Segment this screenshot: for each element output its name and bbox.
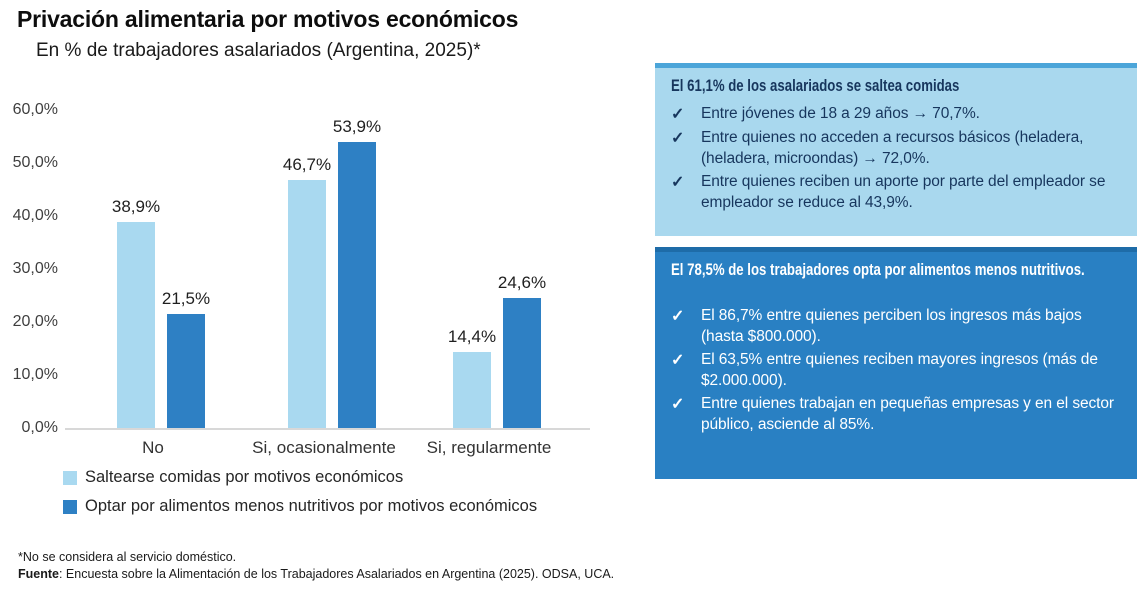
- bar-value-label: 46,7%: [282, 155, 332, 175]
- checkmark-icon: ✓: [671, 308, 685, 325]
- bar-value-label: 24,6%: [497, 272, 547, 292]
- legend-label: Optar por alimentos menos nutritivos por…: [85, 497, 538, 515]
- info-box-bullet: ✓ El 63,5% entre quienes reciben mayores …: [671, 350, 1121, 391]
- bar-series-2-si-ocasionalmente: [338, 142, 376, 428]
- info-box-bullet-text: Entre quienes reciben un aporte por part…: [701, 173, 1106, 212]
- info-box-bullet-text: Entre quienes no acceden a recursos bási…: [701, 129, 1084, 167]
- x-axis-line: [65, 428, 590, 430]
- x-axis-category-label: No: [142, 438, 164, 457]
- checkmark-icon: ✓: [671, 174, 685, 192]
- checkmark-icon: ✓: [671, 106, 685, 123]
- bar-value-label: 21,5%: [161, 289, 211, 309]
- y-axis-tick-label: 40,0%: [12, 207, 58, 224]
- footnote-source-text: : Encuesta sobre la Alimentación de los …: [58, 566, 615, 581]
- info-box-skip-meals-header: El 61,1% de los asalariados se saltea co…: [671, 77, 960, 95]
- bar-value-label: 14,4%: [447, 326, 497, 346]
- page-subtitle: En % de trabajadores asalariados (Argent…: [36, 40, 481, 61]
- legend-item: Saltearse comidas por motivos económicos: [63, 468, 537, 487]
- x-axis-category-label: Si, regularmente: [426, 438, 552, 457]
- y-axis-tick-label: 0,0%: [21, 419, 58, 436]
- y-axis-tick-label: 30,0%: [12, 260, 58, 277]
- bar-series-2-si-regularmente: [503, 297, 541, 428]
- info-box-bullet: ✓ Entre jóvenes de 18 a 29 años → 70,7%.: [671, 104, 1121, 125]
- info-box-bullet-text: El 86,7% entre quienes perciben los ingr…: [701, 307, 1082, 345]
- info-box-bullet: ✓ Entre quienes trabajan en pequeñas empr…: [671, 394, 1121, 435]
- checkmark-icon: ✓: [671, 130, 685, 148]
- info-box-bullet: ✓ Entre quienes no acceden a recursos bás…: [671, 128, 1121, 169]
- bar-value-label: 53,9%: [332, 117, 382, 137]
- legend-swatch-icon: [63, 470, 77, 485]
- bar-series-1-si-ocasionalmente: [288, 180, 326, 428]
- legend-item: Optar por alimentos menos nutritivos por…: [63, 497, 537, 516]
- bar-series-1-si-regularmente: [453, 351, 491, 428]
- footnote-note: *No se considera al servicio doméstico.: [18, 550, 237, 564]
- bar-series-1-no: [117, 221, 155, 428]
- chart-legend: Saltearse comidas por motivos económicos…: [63, 468, 537, 526]
- checkmark-icon: ✓: [671, 352, 685, 370]
- info-box-bullet: ✓ El 86,7% entre quienes perciben los ing…: [671, 306, 1121, 347]
- info-box-less-nutritious: El 78,5% de los trabajadores opta por al…: [655, 247, 1137, 479]
- y-axis-tick-label: 50,0%: [12, 154, 58, 171]
- info-box-bullet-text: Entre quienes trabajan en pequeñas empre…: [701, 395, 1114, 434]
- bar-value-label: 38,9%: [111, 196, 161, 216]
- info-box-bullet: ✓ Entre quienes reciben un aporte por par…: [671, 172, 1121, 213]
- info-box-skip-meals-bullets: ✓ Entre jóvenes de 18 a 29 años → 70,7%. ✓…: [671, 104, 1121, 214]
- y-axis-tick-label: 60,0%: [12, 101, 58, 118]
- info-box-less-nutritious-header: El 78,5% de los trabajadores opta por al…: [671, 261, 1085, 279]
- checkmark-icon: ✓: [671, 396, 685, 414]
- footnotes: *No se considera al servicio doméstico. …: [18, 549, 614, 583]
- x-axis-category-label: Si, ocasionalmente: [252, 438, 396, 457]
- info-box-less-nutritious-bullets: ✓ El 86,7% entre quienes perciben los ing…: [671, 306, 1121, 436]
- info-box-bullet-text: El 63,5% entre quienes reciben mayores i…: [701, 351, 1098, 389]
- y-axis-tick-label: 10,0%: [12, 366, 58, 383]
- footnote-source-label: Fuente: [18, 566, 59, 581]
- bar-chart: 0,0% 10,0% 20,0% 30,0% 40,0% 50,0% 60,0% 38,9% 4…: [0, 0, 650, 470]
- legend-swatch-icon: [63, 499, 77, 514]
- page-title: Privación alimentaria por motivos económ…: [17, 6, 519, 32]
- legend-label: Saltearse comidas por motivos económicos: [85, 468, 404, 486]
- footnote-source: Fuente: Encuesta sobre la Alimentación d…: [18, 566, 614, 583]
- y-axis-tick-label: 20,0%: [12, 313, 58, 330]
- info-box-skip-meals: El 61,1% de los asalariados se saltea co…: [655, 63, 1137, 236]
- info-box-bullet-text: Entre jóvenes de 18 a 29 años → 70,7%.: [701, 105, 980, 122]
- bar-series-2-no: [167, 314, 205, 428]
